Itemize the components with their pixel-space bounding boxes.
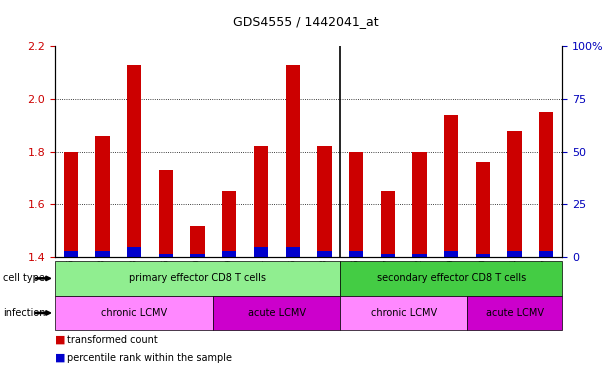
Bar: [349, 152, 363, 257]
Bar: [412, 152, 426, 257]
Bar: [222, 191, 236, 257]
Bar: [95, 252, 109, 257]
Bar: [254, 146, 268, 257]
Bar: [64, 252, 78, 257]
Bar: [349, 252, 363, 257]
Bar: [381, 254, 395, 257]
Bar: [476, 162, 490, 257]
Text: transformed count: transformed count: [67, 335, 158, 345]
Bar: [191, 225, 205, 257]
Bar: [159, 170, 173, 257]
Text: chronic LCMV: chronic LCMV: [371, 308, 437, 318]
Text: primary effector CD8 T cells: primary effector CD8 T cells: [129, 273, 266, 283]
Text: acute LCMV: acute LCMV: [248, 308, 306, 318]
Text: ■: ■: [55, 335, 65, 345]
Text: GDS4555 / 1442041_at: GDS4555 / 1442041_at: [233, 15, 378, 28]
Bar: [508, 131, 522, 257]
Bar: [254, 247, 268, 257]
Text: cell type: cell type: [3, 273, 45, 283]
Bar: [539, 112, 554, 257]
Bar: [444, 252, 458, 257]
Text: infection: infection: [3, 308, 46, 318]
Bar: [412, 254, 426, 257]
Text: ■: ■: [55, 353, 65, 363]
Text: acute LCMV: acute LCMV: [486, 308, 544, 318]
Bar: [159, 254, 173, 257]
Bar: [444, 115, 458, 257]
Bar: [222, 252, 236, 257]
Bar: [127, 65, 141, 257]
Bar: [508, 252, 522, 257]
Bar: [127, 247, 141, 257]
Bar: [191, 254, 205, 257]
Text: chronic LCMV: chronic LCMV: [101, 308, 167, 318]
Text: percentile rank within the sample: percentile rank within the sample: [67, 353, 232, 363]
Bar: [285, 65, 300, 257]
Bar: [95, 136, 109, 257]
Bar: [381, 191, 395, 257]
Bar: [539, 252, 554, 257]
Bar: [317, 252, 332, 257]
Bar: [64, 152, 78, 257]
Bar: [285, 247, 300, 257]
Text: secondary effector CD8 T cells: secondary effector CD8 T cells: [376, 273, 526, 283]
Bar: [476, 254, 490, 257]
Bar: [317, 146, 332, 257]
